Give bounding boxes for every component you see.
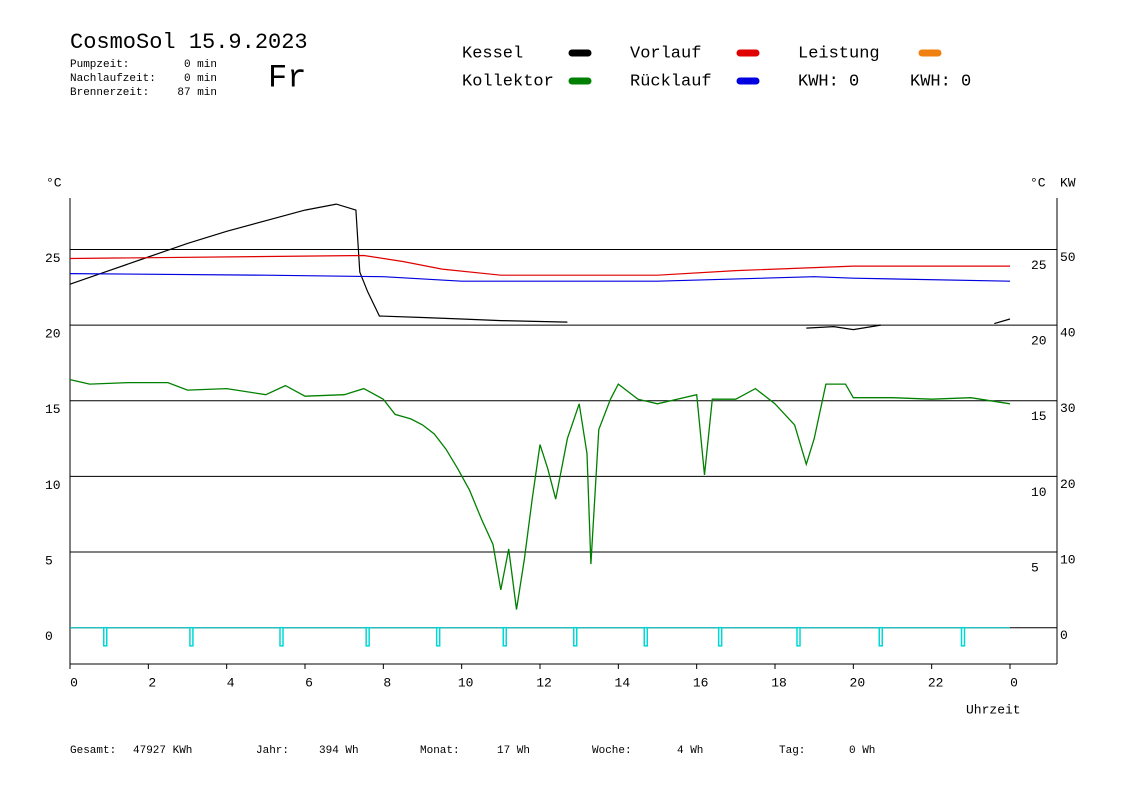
x-tick-label: 10 — [458, 675, 474, 690]
x-axis-label: Uhrzeit — [966, 702, 1021, 717]
kwh-label: KWH: 0 — [798, 72, 859, 91]
legend-label: Rücklauf — [630, 72, 712, 91]
footer-value: 4 Wh — [677, 745, 703, 757]
pump-pulse — [717, 626, 723, 647]
pump-pulse — [279, 626, 284, 647]
chart-title: CosmoSol 15.9.2023 — [70, 30, 308, 55]
series-line — [69, 378, 1011, 610]
y-tick-label: 15 — [45, 402, 61, 417]
x-tick-label: 14 — [615, 675, 631, 690]
y-tick-label: 5 — [45, 553, 53, 568]
footer-label: Woche: — [592, 745, 632, 757]
info-value: 87 min — [177, 87, 217, 99]
y3-tick-label: 30 — [1060, 401, 1076, 416]
y2-tick-label: 5 — [1031, 560, 1039, 575]
legend-label: Kollektor — [462, 72, 554, 91]
pump-pulse — [573, 626, 578, 647]
pump-pulse — [189, 626, 194, 647]
info-value: 0 min — [184, 59, 217, 71]
x-tick-label: 12 — [536, 675, 552, 690]
series-line — [69, 203, 1011, 331]
y3-tick-label: 0 — [1060, 628, 1068, 643]
legend-label: Leistung — [798, 44, 880, 63]
footer-value: 394 Wh — [319, 745, 359, 757]
y3-tick-label: 10 — [1060, 552, 1076, 567]
x-tick-label: 18 — [771, 675, 787, 690]
pump-pulse — [103, 626, 108, 647]
x-tick-label: 4 — [227, 675, 235, 690]
x-tick-label: 2 — [148, 675, 156, 690]
y3-tick-label: 20 — [1060, 477, 1076, 492]
footer-label: Jahr: — [256, 745, 289, 757]
footer-label: Gesamt: — [70, 745, 116, 757]
x-tick-label: 16 — [693, 675, 709, 690]
series-line — [69, 273, 1011, 282]
footer-label: Tag: — [779, 745, 805, 757]
x-tick-label: 6 — [305, 675, 313, 690]
pump-pulse — [960, 626, 966, 647]
y2-tick-label: 25 — [1031, 258, 1047, 273]
x-tick-label: 20 — [850, 675, 866, 690]
footer-value: 0 Wh — [849, 745, 875, 757]
y3-tick-label: 40 — [1060, 326, 1076, 341]
info-label: Pumpzeit: — [70, 59, 129, 71]
weekday: Fr — [268, 59, 306, 96]
y2-tick-label: 15 — [1031, 409, 1047, 424]
info-label: Nachlaufzeit: — [70, 73, 156, 85]
info-label: Brennerzeit: — [70, 87, 149, 99]
y-axis-label: °C — [46, 175, 62, 190]
pump-pulse — [643, 626, 648, 647]
y-tick-label: 10 — [45, 478, 61, 493]
y3-axis-label: KW — [1060, 175, 1076, 190]
kwh-label: KWH: 0 — [910, 72, 971, 91]
pump-pulse — [435, 626, 441, 647]
pump-pulse — [878, 626, 883, 647]
y2-tick-label: 10 — [1031, 485, 1047, 500]
y-tick-label: 20 — [45, 327, 61, 342]
footer-value: 17 Wh — [497, 745, 530, 757]
series-line — [69, 254, 1010, 276]
y3-tick-label: 50 — [1060, 250, 1076, 265]
info-value: 0 min — [184, 73, 217, 85]
x-tick-label: 0 — [70, 675, 78, 690]
y2-axis-label: °C — [1030, 175, 1046, 190]
pump-pulse — [502, 626, 507, 647]
legend-label: Kessel — [462, 44, 523, 63]
y-tick-label: 25 — [45, 251, 61, 266]
legend-label: Vorlauf — [630, 44, 701, 63]
pump-pulse — [365, 626, 370, 647]
footer-value: 47927 KWh — [133, 745, 192, 757]
x-tick-label: 0 — [1010, 675, 1018, 690]
y2-tick-label: 20 — [1031, 334, 1047, 349]
y-tick-label: 0 — [45, 629, 53, 644]
x-tick-label: 8 — [383, 675, 391, 690]
x-tick-label: 22 — [928, 675, 944, 690]
pump-pulse — [796, 626, 801, 647]
footer-label: Monat: — [420, 745, 460, 757]
